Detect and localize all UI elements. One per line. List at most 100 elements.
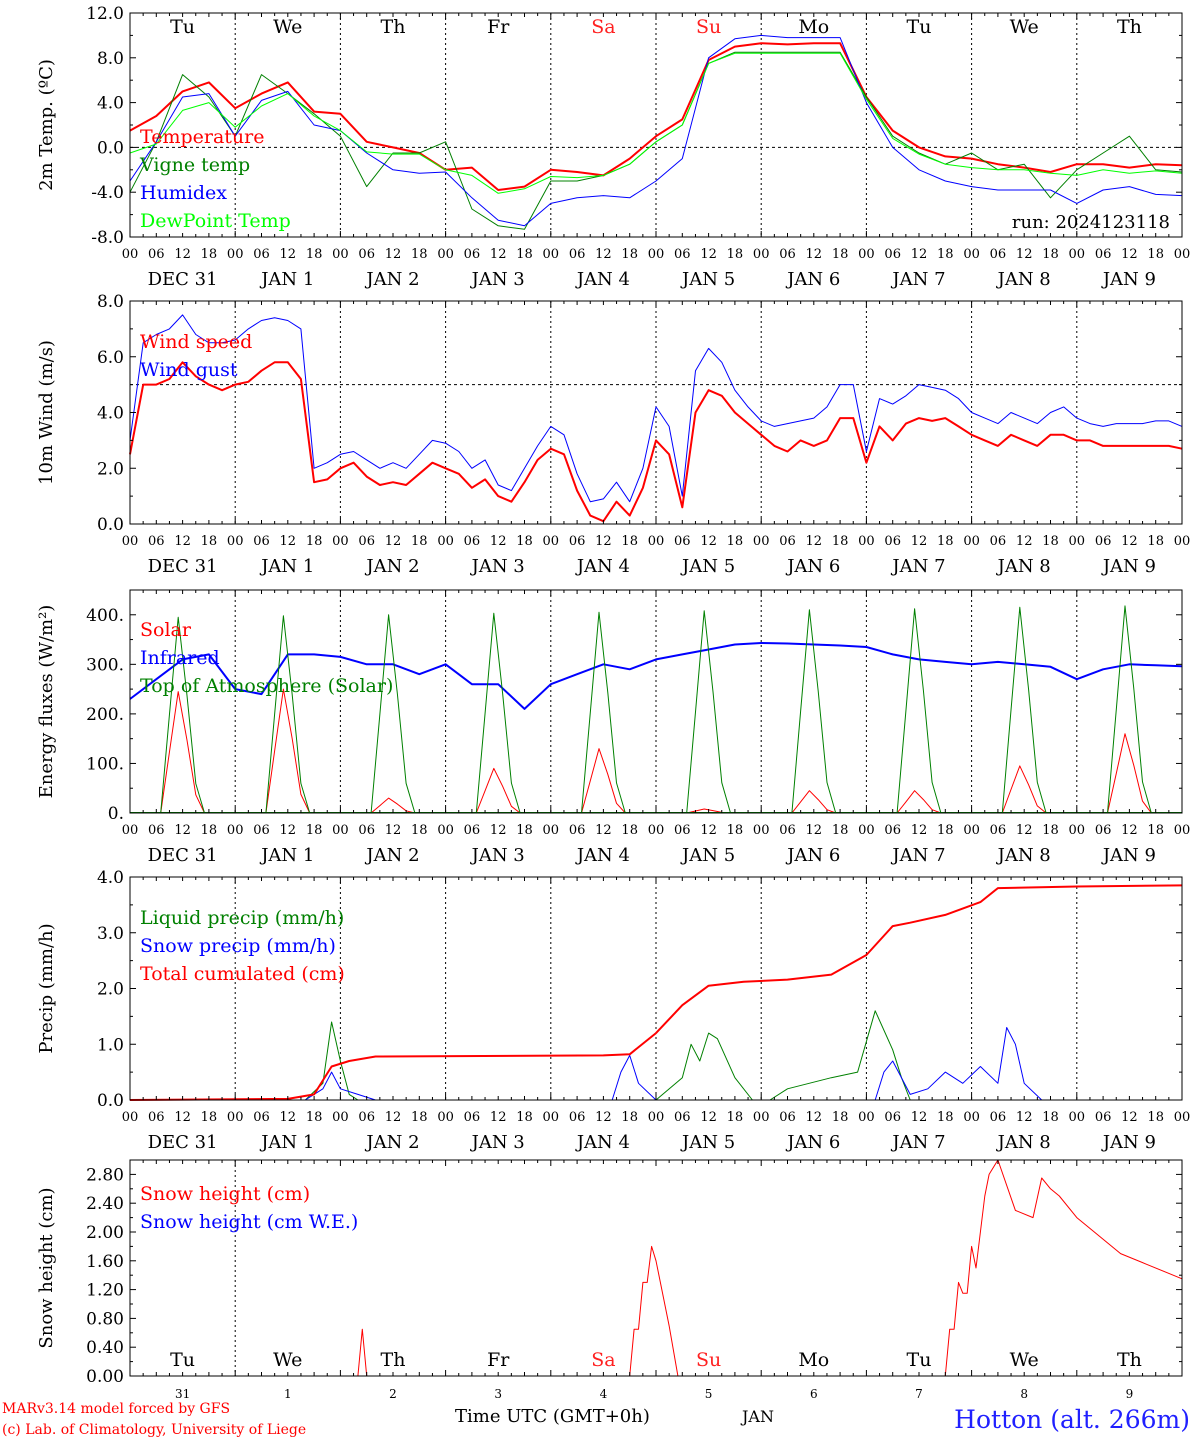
hour-tick-label: 18: [201, 823, 218, 838]
hour-tick-label: 12: [280, 823, 297, 838]
hour-tick-label: 00: [1174, 1110, 1191, 1125]
date-label: JAN 7: [890, 845, 945, 866]
date-label: JAN 4: [575, 1132, 630, 1153]
date-label: DEC 31: [148, 556, 218, 577]
hour-tick-label: 06: [569, 1110, 586, 1125]
hour-tick-label: 06: [253, 823, 270, 838]
weekday-label: Sa: [591, 16, 615, 38]
y-tick-label: -4.0: [91, 183, 124, 203]
hour-tick-label: 12: [174, 1110, 191, 1125]
hour-tick-label: 18: [621, 1110, 638, 1125]
hour-tick-label: 00: [1069, 534, 1086, 549]
weekday-label: Th: [1117, 16, 1142, 38]
station-label: Hotton (alt. 266m): [954, 1405, 1190, 1434]
hour-tick-label: 18: [1042, 534, 1059, 549]
date-label: JAN 6: [785, 1132, 840, 1153]
hour-tick-label: 00: [753, 247, 770, 262]
series-line-2: [130, 1027, 1182, 1101]
date-label: JAN 6: [785, 845, 840, 866]
date-label: JAN 7: [890, 556, 945, 577]
date-label: JAN 2: [364, 845, 419, 866]
series-line-1: [130, 1159, 1183, 1377]
hour-tick-label: 18: [621, 823, 638, 838]
hour-tick-label: 12: [490, 1110, 507, 1125]
hour-tick-label: 00: [1174, 823, 1191, 838]
lab-credit: (c) Lab. of Climatology, University of L…: [2, 1422, 306, 1438]
date-label: JAN 1: [259, 556, 314, 577]
day-number-label: 31: [175, 1387, 190, 1401]
hour-tick-label: 06: [1095, 823, 1112, 838]
date-label: DEC 31: [148, 269, 218, 290]
hour-tick-label: 00: [648, 1110, 665, 1125]
series-line-2: [129, 642, 1183, 710]
date-label: JAN 1: [259, 269, 314, 290]
hour-tick-label: 00: [858, 1110, 875, 1125]
hour-tick-label: 00: [648, 534, 665, 549]
hour-tick-label: 18: [727, 247, 744, 262]
hour-tick-label: 06: [779, 534, 796, 549]
hour-tick-label: 12: [490, 823, 507, 838]
date-label: JAN 5: [680, 269, 735, 290]
date-label: JAN 9: [1101, 845, 1156, 866]
legend-entry: Snow height (cm): [140, 1183, 310, 1205]
date-label: JAN 9: [1101, 556, 1156, 577]
weekday-label: Fr: [487, 1349, 510, 1371]
hour-tick-label: 00: [227, 534, 244, 549]
hour-tick-label: 18: [937, 247, 954, 262]
hour-tick-label: 06: [884, 534, 901, 549]
hour-tick-label: 06: [464, 534, 481, 549]
weekday-label: Tu: [907, 1349, 932, 1371]
legend-entry: Wind gust: [140, 359, 238, 381]
hour-tick-label: 12: [806, 823, 823, 838]
legend-entry: Liquid precip (mm/h): [140, 907, 344, 929]
panel-5: 0.00 0.40 0.80 1.20 1.60 2.00 2.40 2.80 Snow hei…: [36, 1159, 1183, 1387]
hour-tick-label: 00: [1174, 247, 1191, 262]
hour-tick-label: 00: [437, 534, 454, 549]
date-label: JAN 2: [364, 556, 419, 577]
y-tick-label: 2.40: [86, 1194, 124, 1214]
weekday-label: We: [1010, 1349, 1039, 1371]
hour-tick-label: 06: [148, 247, 165, 262]
hour-tick-label: 18: [306, 1110, 323, 1125]
series-line-1: [129, 42, 1183, 191]
hour-tick-label: 18: [727, 823, 744, 838]
weekday-label: Th: [381, 1349, 406, 1371]
hour-tick-label: 00: [332, 823, 349, 838]
hour-tick-label: 00: [963, 534, 980, 549]
hour-tick-label: 06: [253, 534, 270, 549]
hour-tick-label: 18: [937, 823, 954, 838]
day-number-label: 1: [284, 1387, 292, 1401]
hour-tick-label: 12: [174, 534, 191, 549]
hour-tick-label: 18: [411, 247, 428, 262]
legend-entry: Snow height (cm W.E.): [140, 1211, 358, 1233]
date-label: JAN 8: [996, 845, 1051, 866]
legend-entry: Snow precip (mm/h): [140, 935, 336, 957]
date-label: JAN 3: [470, 269, 525, 290]
hour-tick-label: 00: [1069, 823, 1086, 838]
hour-tick-label: 06: [674, 1110, 691, 1125]
hour-tick-label: 18: [306, 823, 323, 838]
hour-tick-label: 18: [832, 1110, 849, 1125]
hour-tick-label: 12: [700, 534, 717, 549]
hour-tick-label: 06: [1095, 247, 1112, 262]
y-tick-label: 1.20: [86, 1281, 124, 1301]
date-label: JAN 5: [680, 845, 735, 866]
hour-tick-label: 12: [490, 534, 507, 549]
legend-entry: Wind speed: [140, 331, 252, 353]
hour-tick-label: 00: [648, 247, 665, 262]
y-axis-label: Energy fluxes (W/m²): [36, 605, 57, 799]
hour-tick-label: 00: [122, 823, 139, 838]
hour-tick-label: 18: [201, 1110, 218, 1125]
y-tick-label: 100.: [86, 754, 124, 774]
hour-tick-label: 18: [516, 1110, 533, 1125]
date-label: JAN 6: [785, 269, 840, 290]
hour-tick-label: 18: [516, 247, 533, 262]
hour-tick-label: 00: [753, 534, 770, 549]
hour-tick-label: 00: [858, 823, 875, 838]
hour-tick-label: 06: [253, 247, 270, 262]
model-credit: MARv3.14 model forced by GFS: [2, 1401, 230, 1417]
hour-tick-label: 12: [806, 1110, 823, 1125]
hour-tick-label: 12: [700, 247, 717, 262]
hour-tick-label: 12: [911, 823, 928, 838]
hour-tick-label: 00: [332, 1110, 349, 1125]
